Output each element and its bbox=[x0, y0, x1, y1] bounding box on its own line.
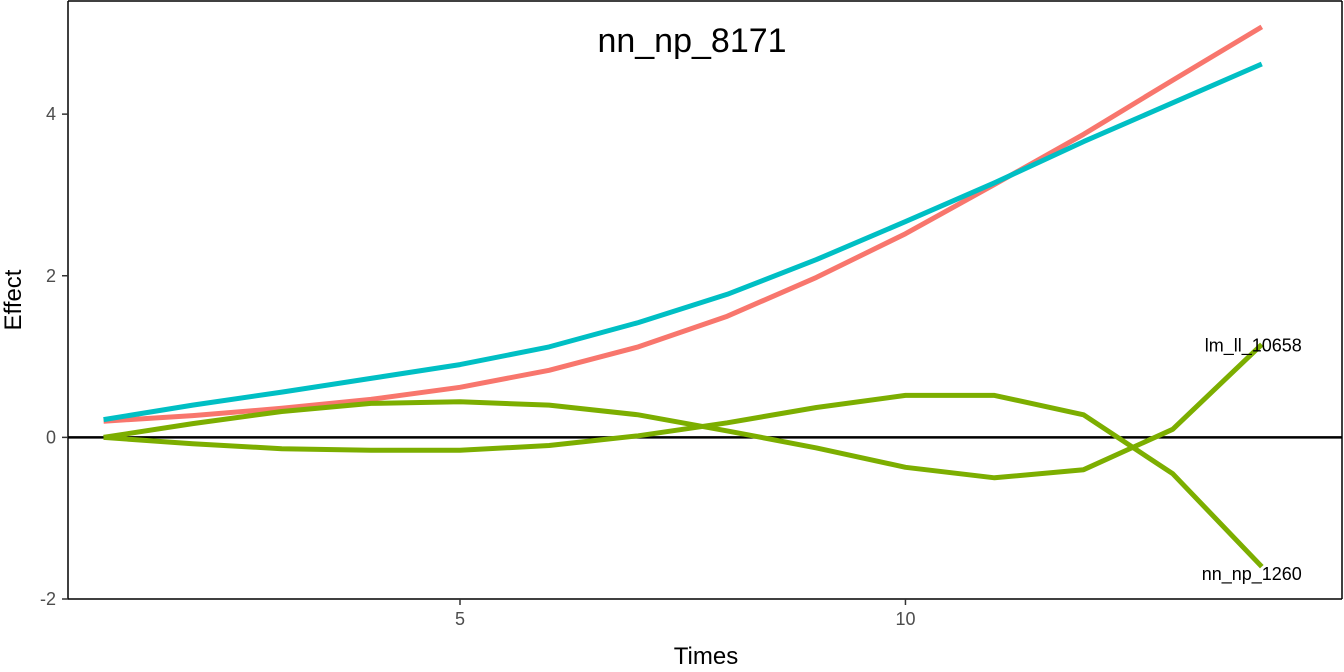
series-end-label: nn_np_1260 bbox=[1202, 564, 1302, 585]
y-tick-label: 2 bbox=[46, 266, 56, 286]
series-line-3 bbox=[103, 392, 1264, 569]
plot-area: -2 0 2 4 5 10 lm_ll_10658 nn_np_1260 bbox=[40, 0, 1343, 629]
series-line-2 bbox=[103, 61, 1263, 423]
y-tick-label: -2 bbox=[40, 589, 56, 609]
x-tick-label: 10 bbox=[895, 609, 915, 629]
x-axis-title: Times bbox=[674, 643, 738, 670]
y-tick-label: 0 bbox=[46, 427, 56, 447]
series-line-1 bbox=[103, 24, 1264, 424]
y-axis-title: Effect bbox=[0, 269, 27, 330]
chart-title: nn_np_8171 bbox=[597, 22, 786, 60]
series-line-4 bbox=[103, 342, 1264, 481]
x-tick-label: 5 bbox=[455, 609, 465, 629]
y-tick-label: 4 bbox=[46, 104, 56, 124]
series-end-label: lm_ll_10658 bbox=[1205, 335, 1302, 356]
